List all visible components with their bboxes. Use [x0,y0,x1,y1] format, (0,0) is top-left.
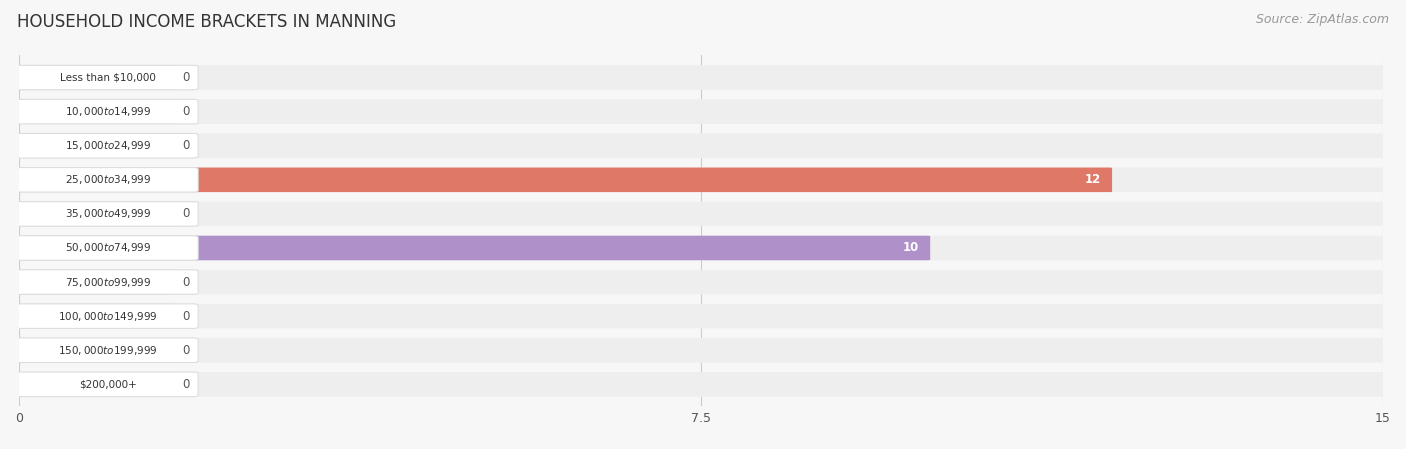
Text: 0: 0 [183,207,190,220]
Text: $25,000 to $34,999: $25,000 to $34,999 [65,173,152,186]
FancyBboxPatch shape [17,270,1385,295]
FancyBboxPatch shape [17,65,1385,90]
FancyBboxPatch shape [17,304,198,328]
Text: $15,000 to $24,999: $15,000 to $24,999 [65,139,152,152]
FancyBboxPatch shape [17,304,176,328]
Text: Source: ZipAtlas.com: Source: ZipAtlas.com [1256,13,1389,26]
FancyBboxPatch shape [17,133,176,158]
FancyBboxPatch shape [17,338,176,362]
FancyBboxPatch shape [17,65,198,90]
FancyBboxPatch shape [17,270,176,295]
Text: $50,000 to $74,999: $50,000 to $74,999 [65,242,152,255]
FancyBboxPatch shape [17,99,176,124]
Text: 0: 0 [183,139,190,152]
Text: $75,000 to $99,999: $75,000 to $99,999 [65,276,152,289]
FancyBboxPatch shape [17,338,198,362]
Text: $150,000 to $199,999: $150,000 to $199,999 [59,344,157,357]
FancyBboxPatch shape [17,236,1385,260]
Text: 0: 0 [183,276,190,289]
Text: 0: 0 [183,105,190,118]
Text: 0: 0 [183,310,190,323]
Text: $100,000 to $149,999: $100,000 to $149,999 [59,310,157,323]
Text: 0: 0 [183,378,190,391]
Text: 0: 0 [183,71,190,84]
FancyBboxPatch shape [17,202,176,226]
FancyBboxPatch shape [17,167,1385,192]
FancyBboxPatch shape [17,270,198,295]
Text: $200,000+: $200,000+ [79,379,136,389]
FancyBboxPatch shape [17,167,198,192]
Text: $35,000 to $49,999: $35,000 to $49,999 [65,207,152,220]
FancyBboxPatch shape [17,202,1385,226]
FancyBboxPatch shape [17,133,198,158]
Text: HOUSEHOLD INCOME BRACKETS IN MANNING: HOUSEHOLD INCOME BRACKETS IN MANNING [17,13,396,31]
FancyBboxPatch shape [17,372,198,396]
FancyBboxPatch shape [17,65,176,90]
FancyBboxPatch shape [17,133,1385,158]
FancyBboxPatch shape [17,99,1385,124]
FancyBboxPatch shape [17,372,176,396]
Text: 12: 12 [1085,173,1101,186]
FancyBboxPatch shape [17,99,198,124]
FancyBboxPatch shape [17,304,1385,328]
FancyBboxPatch shape [17,167,1112,192]
Text: 10: 10 [903,242,920,255]
FancyBboxPatch shape [17,338,1385,362]
FancyBboxPatch shape [17,236,931,260]
FancyBboxPatch shape [17,236,198,260]
Text: 0: 0 [183,344,190,357]
Text: $10,000 to $14,999: $10,000 to $14,999 [65,105,152,118]
FancyBboxPatch shape [17,372,1385,396]
Text: Less than $10,000: Less than $10,000 [60,73,156,83]
FancyBboxPatch shape [17,202,198,226]
